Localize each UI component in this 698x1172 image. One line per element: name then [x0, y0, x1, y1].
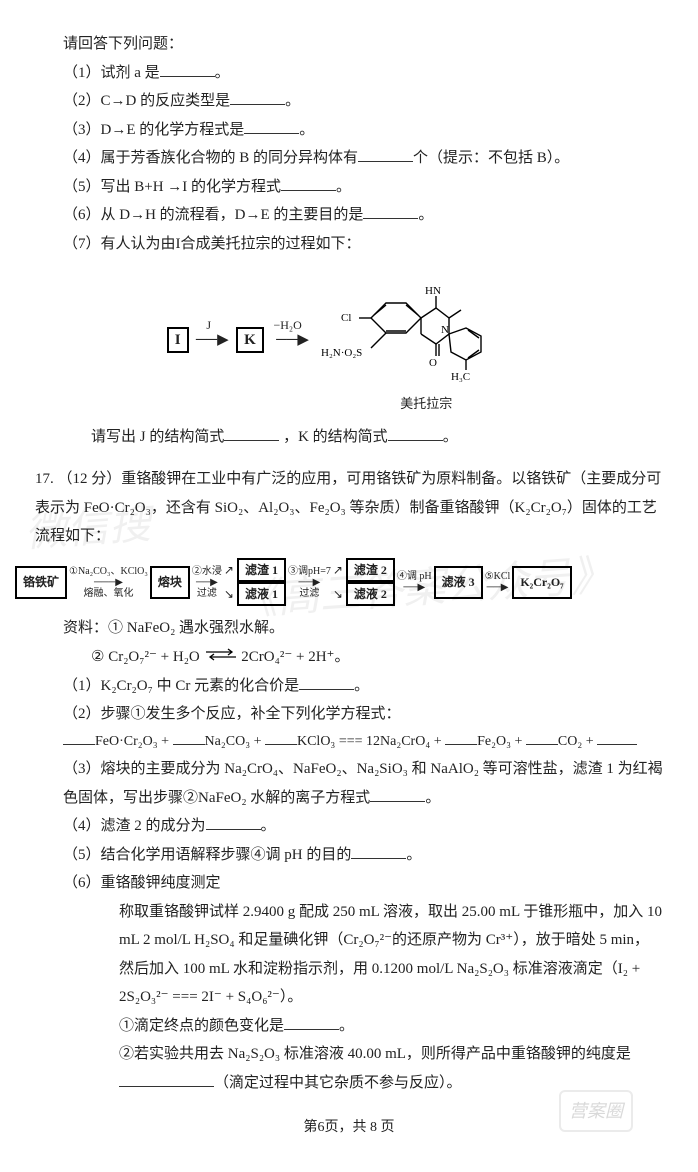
material2: ② Cr₂O₇²⁻ + H₂O 2CrO₄²⁻ + 2H⁺。 [91, 643, 663, 672]
after7a: 请写出 J 的结构简式 [91, 429, 224, 445]
blank [370, 786, 425, 802]
label-J: J [206, 314, 211, 337]
step5-label: ⑤KCl──▶ [485, 571, 511, 593]
molecule-diagram: Cl HN H₂N·O₂S O H₃C N [321, 268, 531, 388]
blank [160, 61, 215, 77]
q17-head: （12 分）重铬酸钾在工业中有广泛的应用，可用铬铁矿为原料制备。以铬铁矿（主要成… [35, 471, 661, 544]
material1: 资料：① NaFeO₂ 遇水强烈水解。 [63, 614, 663, 643]
blank [206, 814, 261, 830]
step3-label: ③调pH=7──▶过滤 [288, 566, 331, 599]
blank [363, 203, 418, 219]
p6-body: 称取重铬酸钾试样 2.9400 g 配成 250 mL 溶液，取出 25.00 … [119, 898, 663, 1012]
mol-so2: H₂N·O₂S [321, 347, 362, 359]
box-I: I [167, 327, 189, 353]
q17-no: 17. [35, 471, 54, 487]
blank [224, 425, 279, 441]
node-res1: 滤渣 1 [237, 558, 286, 582]
sub-q1: （1）试剂 a 是。 [63, 59, 663, 88]
blank [358, 146, 413, 162]
blank [265, 730, 297, 745]
q4b-text: 个（提示：不包括 B）。 [413, 150, 569, 166]
p6-2: ②若实验共用去 Na₂S₂O₃ 标准溶液 40.00 mL，则所得产品中重铬酸钾… [119, 1040, 663, 1069]
node-ore: 铬铁矿 [15, 566, 67, 599]
mol-o: O [429, 357, 437, 369]
blank [284, 1014, 339, 1030]
sub-q4: （4）属于芳香族化合物的 B 的同分异构体有 个（提示：不包括 B）。 [63, 144, 663, 173]
blank [597, 730, 637, 745]
blank [388, 425, 443, 441]
arrow-icon: ──▶ [196, 332, 229, 348]
sub-q2: （2）C→D 的反应类型是。 [63, 87, 663, 116]
q3-text: （3）D→E 的化学方程式是 [63, 122, 244, 138]
blank [351, 843, 406, 859]
p1: （1）K₂Cr₂O₇ 中 Cr 元素的化合价是。 [63, 672, 663, 701]
page-footer: 第6页，共 8 页 [35, 1115, 663, 1142]
blank [63, 730, 95, 745]
p5: （5）结合化学用语解释步骤④调 pH 的目的。 [63, 841, 663, 870]
svg-text:N: N [441, 324, 449, 336]
q7-followup: 请写出 J 的结构简式 ，K 的结构简式。 [91, 423, 663, 452]
p3: （3）熔块的主要成分为 Na₂CrO₄、NaFeO₂、Na₂SiO₃ 和 NaA… [63, 755, 663, 812]
mol-cl: Cl [341, 312, 351, 324]
q6-text: （6）从 D→H 的流程看，D→E 的主要目的是 [63, 207, 363, 223]
blank [526, 730, 558, 745]
q17: 17. （12 分）重铬酸钾在工业中有广泛的应用，可用铬铁矿为原料制备。以铬铁矿… [35, 465, 663, 551]
p4: （4）滤渣 2 的成分为。 [63, 812, 663, 841]
step2-label: ②水浸──▶过滤 [192, 566, 222, 599]
step4-label: ④调 pH──▶ [397, 571, 432, 593]
mol-hn: HN [425, 285, 441, 297]
node-melt: 熔块 [150, 566, 190, 599]
sub-q7: （7）有人认为由I合成美托拉宗的过程如下： [63, 230, 663, 259]
q4a-text: （4）属于芳香族化合物的 B 的同分异构体有 [63, 150, 358, 166]
node-liq2: 滤液 2 [346, 582, 395, 606]
p6-2b: （滴定过程中其它杂质不参与反应）。 [119, 1069, 663, 1098]
p2: （2）步骤①发生多个反应，补全下列化学方程式： [63, 700, 663, 729]
process-flow: 铬铁矿 ①Na₂CO₃、KClO₃───▶熔融、氧化 熔块 ②水浸──▶过滤 ↗… [15, 559, 663, 607]
blank [445, 730, 477, 745]
blank [173, 730, 205, 745]
q5-text: （5）写出 B+H →I 的化学方程式 [63, 179, 281, 195]
sub-q3: （3）D→E 的化学方程式是。 [63, 116, 663, 145]
mol-ch3: H₃C [451, 371, 470, 383]
node-res2: 滤渣 2 [346, 558, 395, 582]
sub-q6: （6）从 D→H 的流程看，D→E 的主要目的是。 [63, 201, 663, 230]
node-liq3: 滤液 3 [434, 566, 483, 599]
q1-text: （1）试剂 a 是 [63, 65, 160, 81]
p6: （6）重铬酸钾纯度测定 [63, 869, 663, 898]
blank [119, 1071, 214, 1087]
question-head: 请回答下列问题： [63, 30, 663, 59]
blank [281, 175, 336, 191]
p6-1: ①滴定终点的颜色变化是。 [119, 1012, 663, 1041]
molecule-name: 美托拉宗 [321, 392, 531, 417]
node-liq1: 滤液 1 [237, 582, 286, 606]
q2-text: （2）C→D 的反应类型是 [63, 93, 230, 109]
sub-q5: （5）写出 B+H →I 的化学方程式。 [63, 173, 663, 202]
blank [244, 118, 299, 134]
blank [230, 89, 285, 105]
equilibrium-icon [204, 643, 238, 672]
label-loss: −H₂O [274, 314, 302, 337]
step1-label: ①Na₂CO₃、KClO₃───▶熔融、氧化 [69, 566, 148, 599]
node-product: K₂Cr₂O₇ [512, 566, 571, 599]
box-K: K [236, 327, 264, 353]
eq2: FeO·Cr₂O₃ + Na₂CO₃ + KClO₃ === 12Na₂CrO₄… [63, 729, 663, 756]
after7b: ，K 的结构简式 [283, 429, 388, 445]
blank [299, 674, 354, 690]
reaction-flow: I J ──▶ K −H₂O ──▶ [35, 264, 663, 417]
